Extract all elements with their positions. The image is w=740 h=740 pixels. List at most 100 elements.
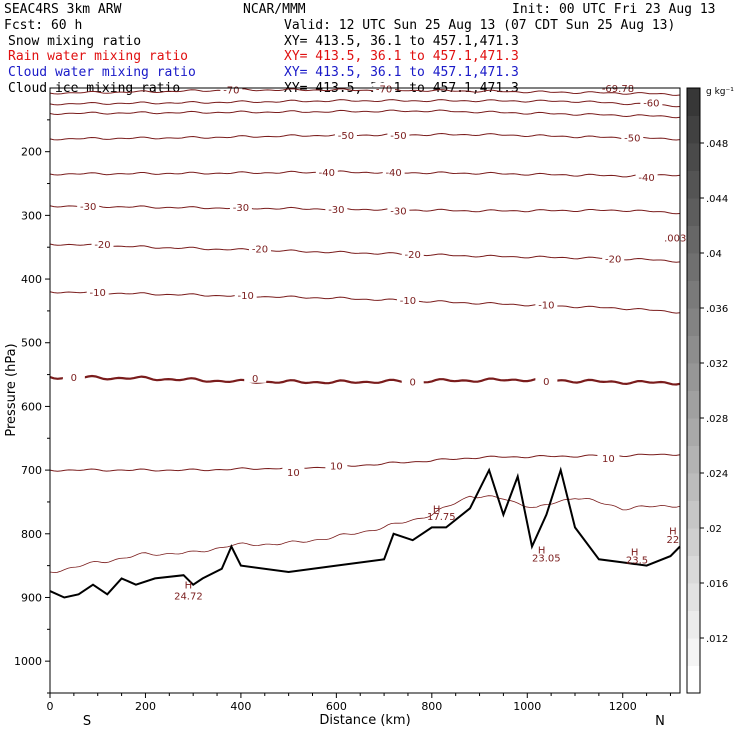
y-tick-label: 200 (21, 146, 42, 159)
temperature-contour (49, 99, 681, 108)
colorbar-band (687, 280, 700, 309)
contour-label-bg (535, 298, 558, 310)
colorbar: .012 .016 .02 .024 .028 .032 .036 .04 .044 .048 (686, 87, 728, 694)
colorbar-band (687, 225, 700, 254)
colorbar-tick-label: .044 (706, 194, 728, 205)
header-fcst: Fcst: 60 h (4, 18, 82, 33)
contour-label: -30 (328, 205, 344, 216)
colorbar-band (687, 610, 700, 639)
contour-label-bg (387, 129, 410, 141)
colorbar-tick-label: .012 (706, 634, 728, 645)
y-tick-label: 600 (21, 400, 42, 413)
contour-label-bg (640, 96, 663, 108)
y-tick-label: 700 (21, 464, 42, 477)
colorbar-band (687, 665, 700, 694)
terrain-line (49, 466, 681, 599)
temperature-contour (49, 243, 681, 263)
colorbar-tick-label: .016 (706, 579, 728, 590)
y-tick-label: 400 (21, 273, 42, 286)
plot-frame (49, 87, 681, 694)
contour-label-bg (387, 204, 410, 216)
endpoint-right-label: N (655, 714, 665, 729)
colorbar-tick-label: .036 (706, 304, 728, 315)
x-tick-label: 1200 (609, 700, 637, 713)
colorbar-band (687, 115, 700, 144)
contour-label: -10 (538, 301, 554, 312)
contour-label: -60 (643, 99, 659, 110)
colorbar-tick-label: .028 (706, 414, 728, 425)
colorbar-band (687, 198, 700, 226)
contour-label-bg (602, 252, 625, 264)
temperature-contour (49, 132, 681, 141)
plot-area: -70 -70 -60 -50 -50 -50 -40 -40 -40 -30 -30 -30 -30 -… (49, 82, 686, 603)
header-valid: Valid: 12 UTC Sun 25 Aug 13 (07 CDT Sun … (284, 18, 675, 33)
temperature-contour (49, 170, 681, 178)
colorbar-band (687, 555, 700, 584)
contour-label: -70 (376, 85, 392, 96)
contour-label-bg (282, 466, 305, 478)
header-model: SEAC4RS 3km ARW (4, 2, 122, 17)
annotation-label: H (669, 527, 677, 538)
y-tick-label: 800 (21, 528, 42, 541)
colorbar-band (687, 335, 700, 364)
annotation-label: H (538, 546, 546, 557)
contour-label: -30 (390, 206, 406, 217)
moisture-contour (49, 495, 681, 573)
contour-label: -20 (605, 255, 621, 266)
contour-label-bg (325, 459, 348, 471)
x-axis: 0 200 400 600 800 1000 1200 (47, 693, 671, 713)
colorbar-band (687, 418, 700, 446)
contour-label: -10 (90, 288, 106, 299)
endpoint-left-label: S (83, 714, 91, 729)
colorbar-band (687, 170, 700, 199)
x-axis-label: Distance (km) (319, 713, 410, 728)
temperature-contour (49, 453, 681, 472)
annotation-label: H (185, 581, 193, 592)
contour-label-bg (325, 203, 348, 214)
annotation-label: 22 (666, 535, 679, 546)
contour-label-bg (86, 285, 109, 297)
colorbar-tick-label: .024 (706, 469, 728, 480)
contour-label: -40 (385, 168, 401, 179)
y-axis-label: Pressure (hPa) (4, 343, 19, 436)
contour-label: -30 (233, 203, 249, 214)
contour-label-bg (396, 294, 419, 306)
contour-label: -40 (319, 168, 335, 179)
temperature-contour (49, 88, 681, 96)
contour-label-bg (401, 375, 424, 387)
contour-label-bg (401, 248, 424, 260)
contour-label-bg (91, 238, 114, 250)
temperature-contour (49, 204, 681, 215)
colorbar-band (687, 583, 700, 611)
y-tick-label: 900 (21, 591, 42, 604)
contour-label: -20 (252, 244, 268, 255)
colorbar-band (687, 253, 700, 281)
field-xy-snow: XY= 413.5, 36.1 to 457.1,471.3 (284, 34, 519, 49)
contour-label-bg (315, 166, 338, 178)
contour-label: -50 (390, 131, 406, 142)
contour-label-bg (244, 371, 267, 383)
colorbar-tick-label: .032 (706, 359, 728, 370)
contour-label-bg (62, 371, 85, 383)
contour-label: 10 (602, 454, 615, 465)
contour-label: -70 (223, 85, 239, 96)
colorbar-band (687, 390, 700, 419)
header-init: Init: 00 UTC Fri 23 Aug 13 (512, 2, 716, 17)
contour-label-bg (334, 129, 357, 141)
field-legend: Snow mixing ratio XY= 413.5, 36.1 to 457… (8, 34, 519, 96)
field-xy-rain: XY= 413.5, 36.1 to 457.1,471.3 (284, 49, 519, 64)
x-tick-label: 400 (230, 700, 251, 713)
y-tick-label: 500 (21, 337, 42, 350)
contour-label: 0 (71, 373, 77, 384)
contour-label: -10 (400, 296, 416, 307)
colorbar-tick-label: .02 (706, 524, 722, 535)
contour-label-bg (382, 166, 405, 178)
header-center: NCAR/MMM (243, 2, 306, 17)
annotation-label: H (433, 504, 441, 515)
y-axis: 200 300 400 500 600 700 800 900 1000 (14, 119, 50, 694)
contour-label-bg (597, 452, 620, 464)
field-xy-cloud-water: XY= 413.5, 36.1 to 457.1,471.3 (284, 65, 519, 80)
field-name-snow: Snow mixing ratio (8, 34, 141, 49)
y-tick-label: 300 (21, 209, 42, 222)
field-name-rain: Rain water mixing ratio (8, 49, 188, 64)
